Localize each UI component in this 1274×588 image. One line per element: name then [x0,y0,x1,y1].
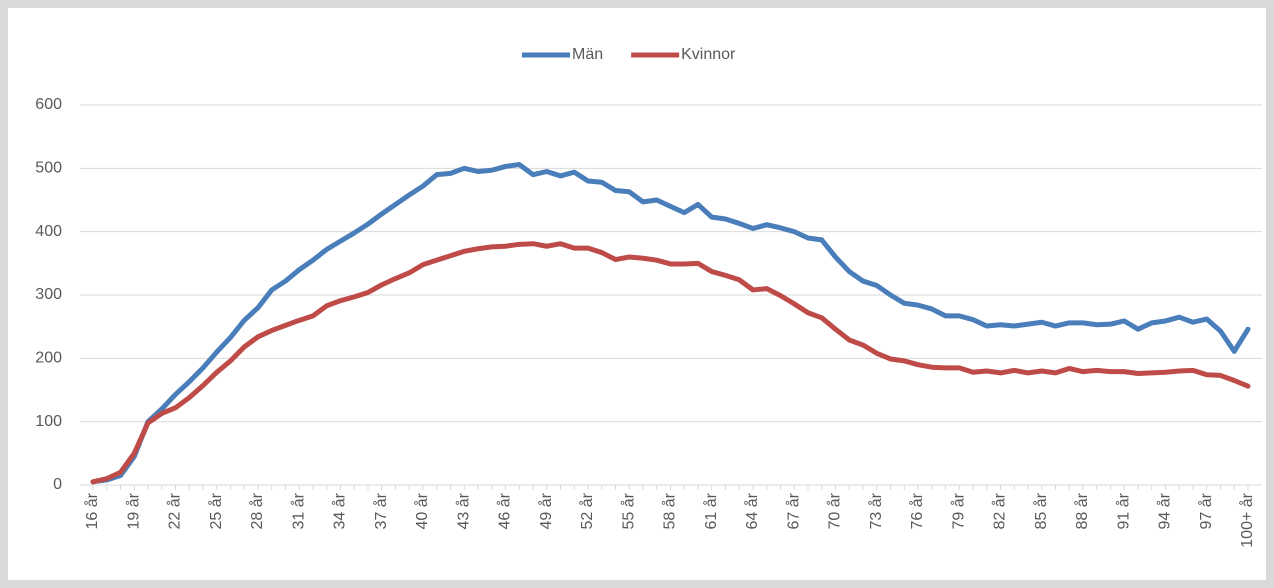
legend-label: Män [572,46,603,63]
x-tick-label: 46 år [496,492,514,529]
x-tick-label: 52 år [578,492,596,529]
y-tick-label: 100 [35,413,62,430]
series-line [90,241,1251,485]
x-tick-label: 58 år [661,492,679,529]
x-tick-label: 100+ år [1238,492,1256,547]
x-tick-label: 28 år [248,492,266,529]
x-tick-label: 91 år [1114,492,1132,529]
x-tick-label: 73 år [867,492,885,529]
y-tick-label: 400 [35,223,62,240]
x-tick-label: 67 år [784,492,802,529]
x-tick-label: 43 år [454,492,472,529]
x-tick-label: 37 år [372,492,390,529]
x-tick-label: 49 år [537,492,555,529]
y-tick-label: 500 [35,160,62,177]
x-tick-label: 64 år [743,492,761,529]
x-tick-label: 25 år [207,492,225,529]
x-tick-label: 88 år [1073,492,1091,529]
y-tick-label: 0 [53,476,62,493]
legend-label: Kvinnor [681,46,736,63]
x-tick-label: 31 år [289,492,307,529]
x-tick-label: 70 år [826,492,844,529]
x-tick-label: 76 år [908,492,926,529]
x-tick-label: 22 år [166,492,184,529]
x-tick-label: 61 år [702,492,720,529]
x-tick-label: 97 år [1197,492,1215,529]
y-tick-label: 200 [35,350,62,367]
x-tick-label: 82 år [991,492,1009,529]
x-tick-label: 94 år [1156,492,1174,529]
x-tick-label: 16 år [83,492,101,529]
x-tick-label: 19 år [124,492,142,529]
y-tick-label: 300 [35,286,62,303]
series-line [90,162,1251,485]
x-tick-label: 85 år [1032,492,1050,529]
y-tick-label: 600 [35,96,62,113]
x-tick-label: 55 år [619,492,637,529]
x-tick-label: 40 år [413,492,431,529]
x-tick-label: 79 år [949,492,967,529]
x-tick-label: 34 år [331,492,349,529]
